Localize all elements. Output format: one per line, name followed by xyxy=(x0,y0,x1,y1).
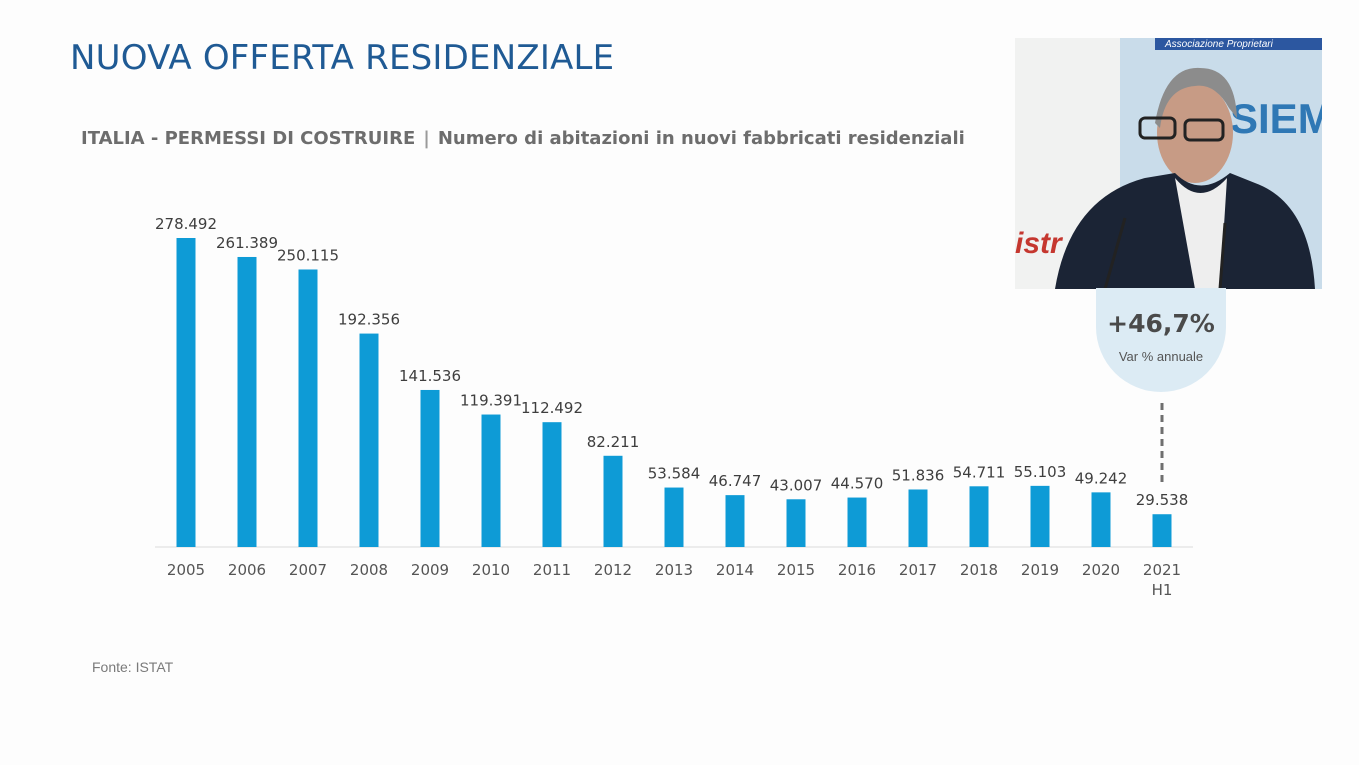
data-label: 119.391 xyxy=(460,392,522,410)
bar-2013 xyxy=(664,487,684,547)
x-tick-label: 2014 xyxy=(716,561,754,579)
highlight-label: Var % annuale xyxy=(1118,349,1204,364)
bar-2009 xyxy=(420,389,440,547)
data-label: 261.389 xyxy=(216,234,278,252)
chart-subtitle: ITALIA - PERMESSI DI COSTRUIRE | Numero di… xyxy=(81,128,965,149)
data-label: 51.836 xyxy=(892,466,945,484)
data-label: 112.492 xyxy=(521,399,583,417)
x-tick-label: 2005 xyxy=(167,561,205,579)
data-label: 141.536 xyxy=(399,367,461,385)
data-label: 49.242 xyxy=(1075,469,1128,487)
data-label: 29.538 xyxy=(1136,491,1189,509)
bars-group: 278.492 2005 261.389 2006 250.115 2007 192.356… xyxy=(155,215,1188,599)
bar-2007 xyxy=(298,269,318,547)
bar-2021-h1 xyxy=(1152,514,1172,547)
x-tick-label: 2006 xyxy=(228,561,266,579)
x-tick-label: 2019 xyxy=(1021,561,1059,579)
bar-2015 xyxy=(786,499,806,547)
subtitle-left: ITALIA - PERMESSI DI COSTRUIRE xyxy=(81,128,416,149)
data-label: 43.007 xyxy=(770,476,823,494)
x-tick-label: 2020 xyxy=(1082,561,1120,579)
x-tick-label: 2013 xyxy=(655,561,693,579)
bar-2012 xyxy=(603,455,623,547)
x-tick-label: 2012 xyxy=(594,561,632,579)
source-note: Fonte: ISTAT xyxy=(92,659,174,675)
bar-2014 xyxy=(725,495,745,547)
bar-2017 xyxy=(908,489,928,547)
x-tick-label: 2017 xyxy=(899,561,937,579)
webcam-side-text: istr xyxy=(1015,227,1064,260)
x-tick-label: 2008 xyxy=(350,561,388,579)
highlight-value: +46,7% xyxy=(1107,309,1215,338)
webcam-sign-text: SIEME ER LA CA xyxy=(1230,95,1322,142)
bar-2006 xyxy=(237,256,257,547)
bar-2005 xyxy=(176,238,196,547)
bar-2018 xyxy=(969,486,989,547)
data-label: 54.711 xyxy=(953,463,1006,481)
data-label: 192.356 xyxy=(338,311,400,329)
presenter-image: Associazione Proprietari SIEME ER LA CA … xyxy=(1015,38,1322,289)
slide-title: NUOVA OFFERTA RESIDENZIALE xyxy=(70,38,615,78)
data-label: 46.747 xyxy=(709,472,762,490)
x-tick-label: 2021 xyxy=(1143,561,1181,579)
bar-2020 xyxy=(1091,492,1111,547)
x-tick-label: 2007 xyxy=(289,561,327,579)
subtitle-separator: | xyxy=(423,128,430,149)
x-tick-label: 2009 xyxy=(411,561,449,579)
bar-2010 xyxy=(481,414,501,547)
bar-2008 xyxy=(359,333,379,547)
data-label: 82.211 xyxy=(587,433,640,451)
data-label: 44.570 xyxy=(831,475,884,493)
data-label: 55.103 xyxy=(1014,463,1067,481)
bar-2016 xyxy=(847,497,867,547)
data-label: 250.115 xyxy=(277,246,339,264)
presenter-webcam: Associazione Proprietari SIEME ER LA CA … xyxy=(1015,38,1322,289)
data-label: 278.492 xyxy=(155,215,217,233)
bar-2011 xyxy=(542,422,562,547)
highlight-badge xyxy=(1096,288,1226,392)
subtitle-right: Numero di abitazioni in nuovi fabbricati… xyxy=(437,128,965,149)
webcam-banner-text: Associazione Proprietari xyxy=(1164,39,1274,50)
x-tick-label: 2018 xyxy=(960,561,998,579)
x-tick-label: 2010 xyxy=(472,561,510,579)
data-label: 53.584 xyxy=(648,465,701,483)
x-tick-label: 2011 xyxy=(533,561,571,579)
x-tick-label: 2016 xyxy=(838,561,876,579)
x-tick-label: H1 xyxy=(1152,581,1173,599)
x-tick-label: 2015 xyxy=(777,561,815,579)
bar-2019 xyxy=(1030,485,1050,547)
